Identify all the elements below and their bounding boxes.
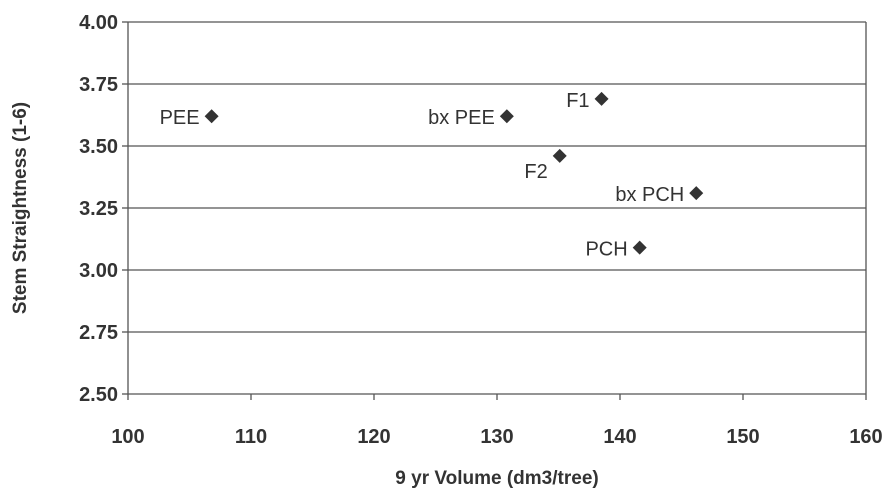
y-tick-label: 2.50 bbox=[79, 384, 118, 406]
x-tick-label: 160 bbox=[849, 426, 882, 448]
data-point bbox=[594, 91, 609, 106]
x-tick-labels: 100 110 120 130 140 150 160 bbox=[111, 426, 882, 448]
data-point bbox=[632, 240, 647, 255]
point-label: PEE bbox=[160, 107, 200, 129]
grid-lines bbox=[128, 21, 866, 395]
point-label: PCH bbox=[585, 239, 627, 261]
point-label: F2 bbox=[524, 161, 547, 183]
point-label: bx PCH bbox=[615, 184, 684, 206]
data-point bbox=[552, 148, 567, 163]
x-tick-label: 150 bbox=[726, 426, 759, 448]
y-tick-label: 2.75 bbox=[79, 322, 118, 344]
y-tick-label: 4.00 bbox=[79, 12, 118, 34]
x-tick-label: 100 bbox=[111, 426, 144, 448]
y-tick-labels: 2.50 2.75 3.00 3.25 3.50 3.75 4.00 bbox=[79, 12, 118, 406]
axes bbox=[122, 21, 867, 400]
data-points bbox=[204, 91, 704, 255]
y-axis-label: Stem Straightness (1-6) bbox=[10, 102, 31, 314]
x-axis-label: 9 yr Volume (dm3/tree) bbox=[395, 468, 598, 489]
x-tick-label: 130 bbox=[480, 426, 513, 448]
y-tick-label: 3.25 bbox=[79, 198, 118, 220]
data-point bbox=[499, 109, 514, 124]
point-labels: PEE bx PEE F1 F2 bx PCH PCH bbox=[160, 90, 685, 261]
x-tick-label: 110 bbox=[235, 426, 267, 448]
x-tick-label: 140 bbox=[603, 426, 636, 448]
y-tick-label: 3.00 bbox=[79, 260, 118, 282]
point-label: F1 bbox=[566, 90, 589, 112]
data-point bbox=[204, 109, 219, 124]
point-label: bx PEE bbox=[428, 107, 495, 129]
y-tick-label: 3.50 bbox=[79, 136, 118, 158]
y-tick-label: 3.75 bbox=[79, 74, 118, 96]
data-point bbox=[689, 186, 704, 201]
x-tick-label: 120 bbox=[357, 426, 390, 448]
